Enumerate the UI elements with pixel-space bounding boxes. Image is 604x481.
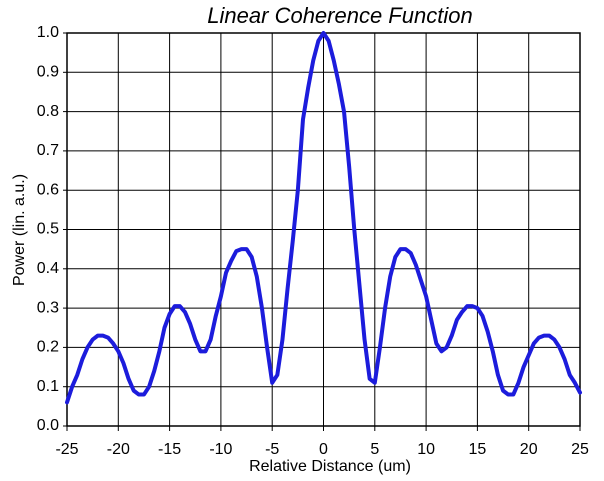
x-axis-label: Relative Distance (um)	[249, 458, 411, 475]
y-tick-label: 0.0	[37, 417, 59, 434]
y-tick-label: 0.9	[37, 64, 59, 81]
y-axis-label: Power (lin. a.u.)	[11, 174, 28, 286]
y-tick-label: 0.7	[37, 142, 59, 159]
x-tick-label: 10	[417, 441, 435, 458]
x-tick-label: 5	[370, 441, 379, 458]
x-tick-label: 20	[520, 441, 538, 458]
x-tick-label: 15	[469, 441, 487, 458]
x-tick-label: -15	[158, 441, 181, 458]
y-tick-label: 0.1	[37, 378, 59, 395]
chart-title: Linear Coherence Function	[207, 3, 472, 28]
x-tick-label: -10	[209, 441, 232, 458]
y-tick-label: 1.0	[37, 24, 59, 41]
y-tick-label: 0.8	[37, 103, 59, 120]
y-tick-label: 0.5	[37, 221, 59, 238]
x-tick-label: 25	[571, 441, 589, 458]
x-tick-label: -20	[107, 441, 130, 458]
x-tick-label: -25	[55, 441, 78, 458]
y-tick-label: 0.4	[37, 260, 59, 277]
data-line	[65, 31, 582, 405]
y-tick-label: 0.2	[37, 339, 59, 356]
x-tick-label: -5	[265, 441, 279, 458]
x-tick-label: 0	[319, 441, 328, 458]
y-tick-label: 0.3	[37, 299, 59, 316]
y-tick-label: 0.6	[37, 181, 59, 198]
